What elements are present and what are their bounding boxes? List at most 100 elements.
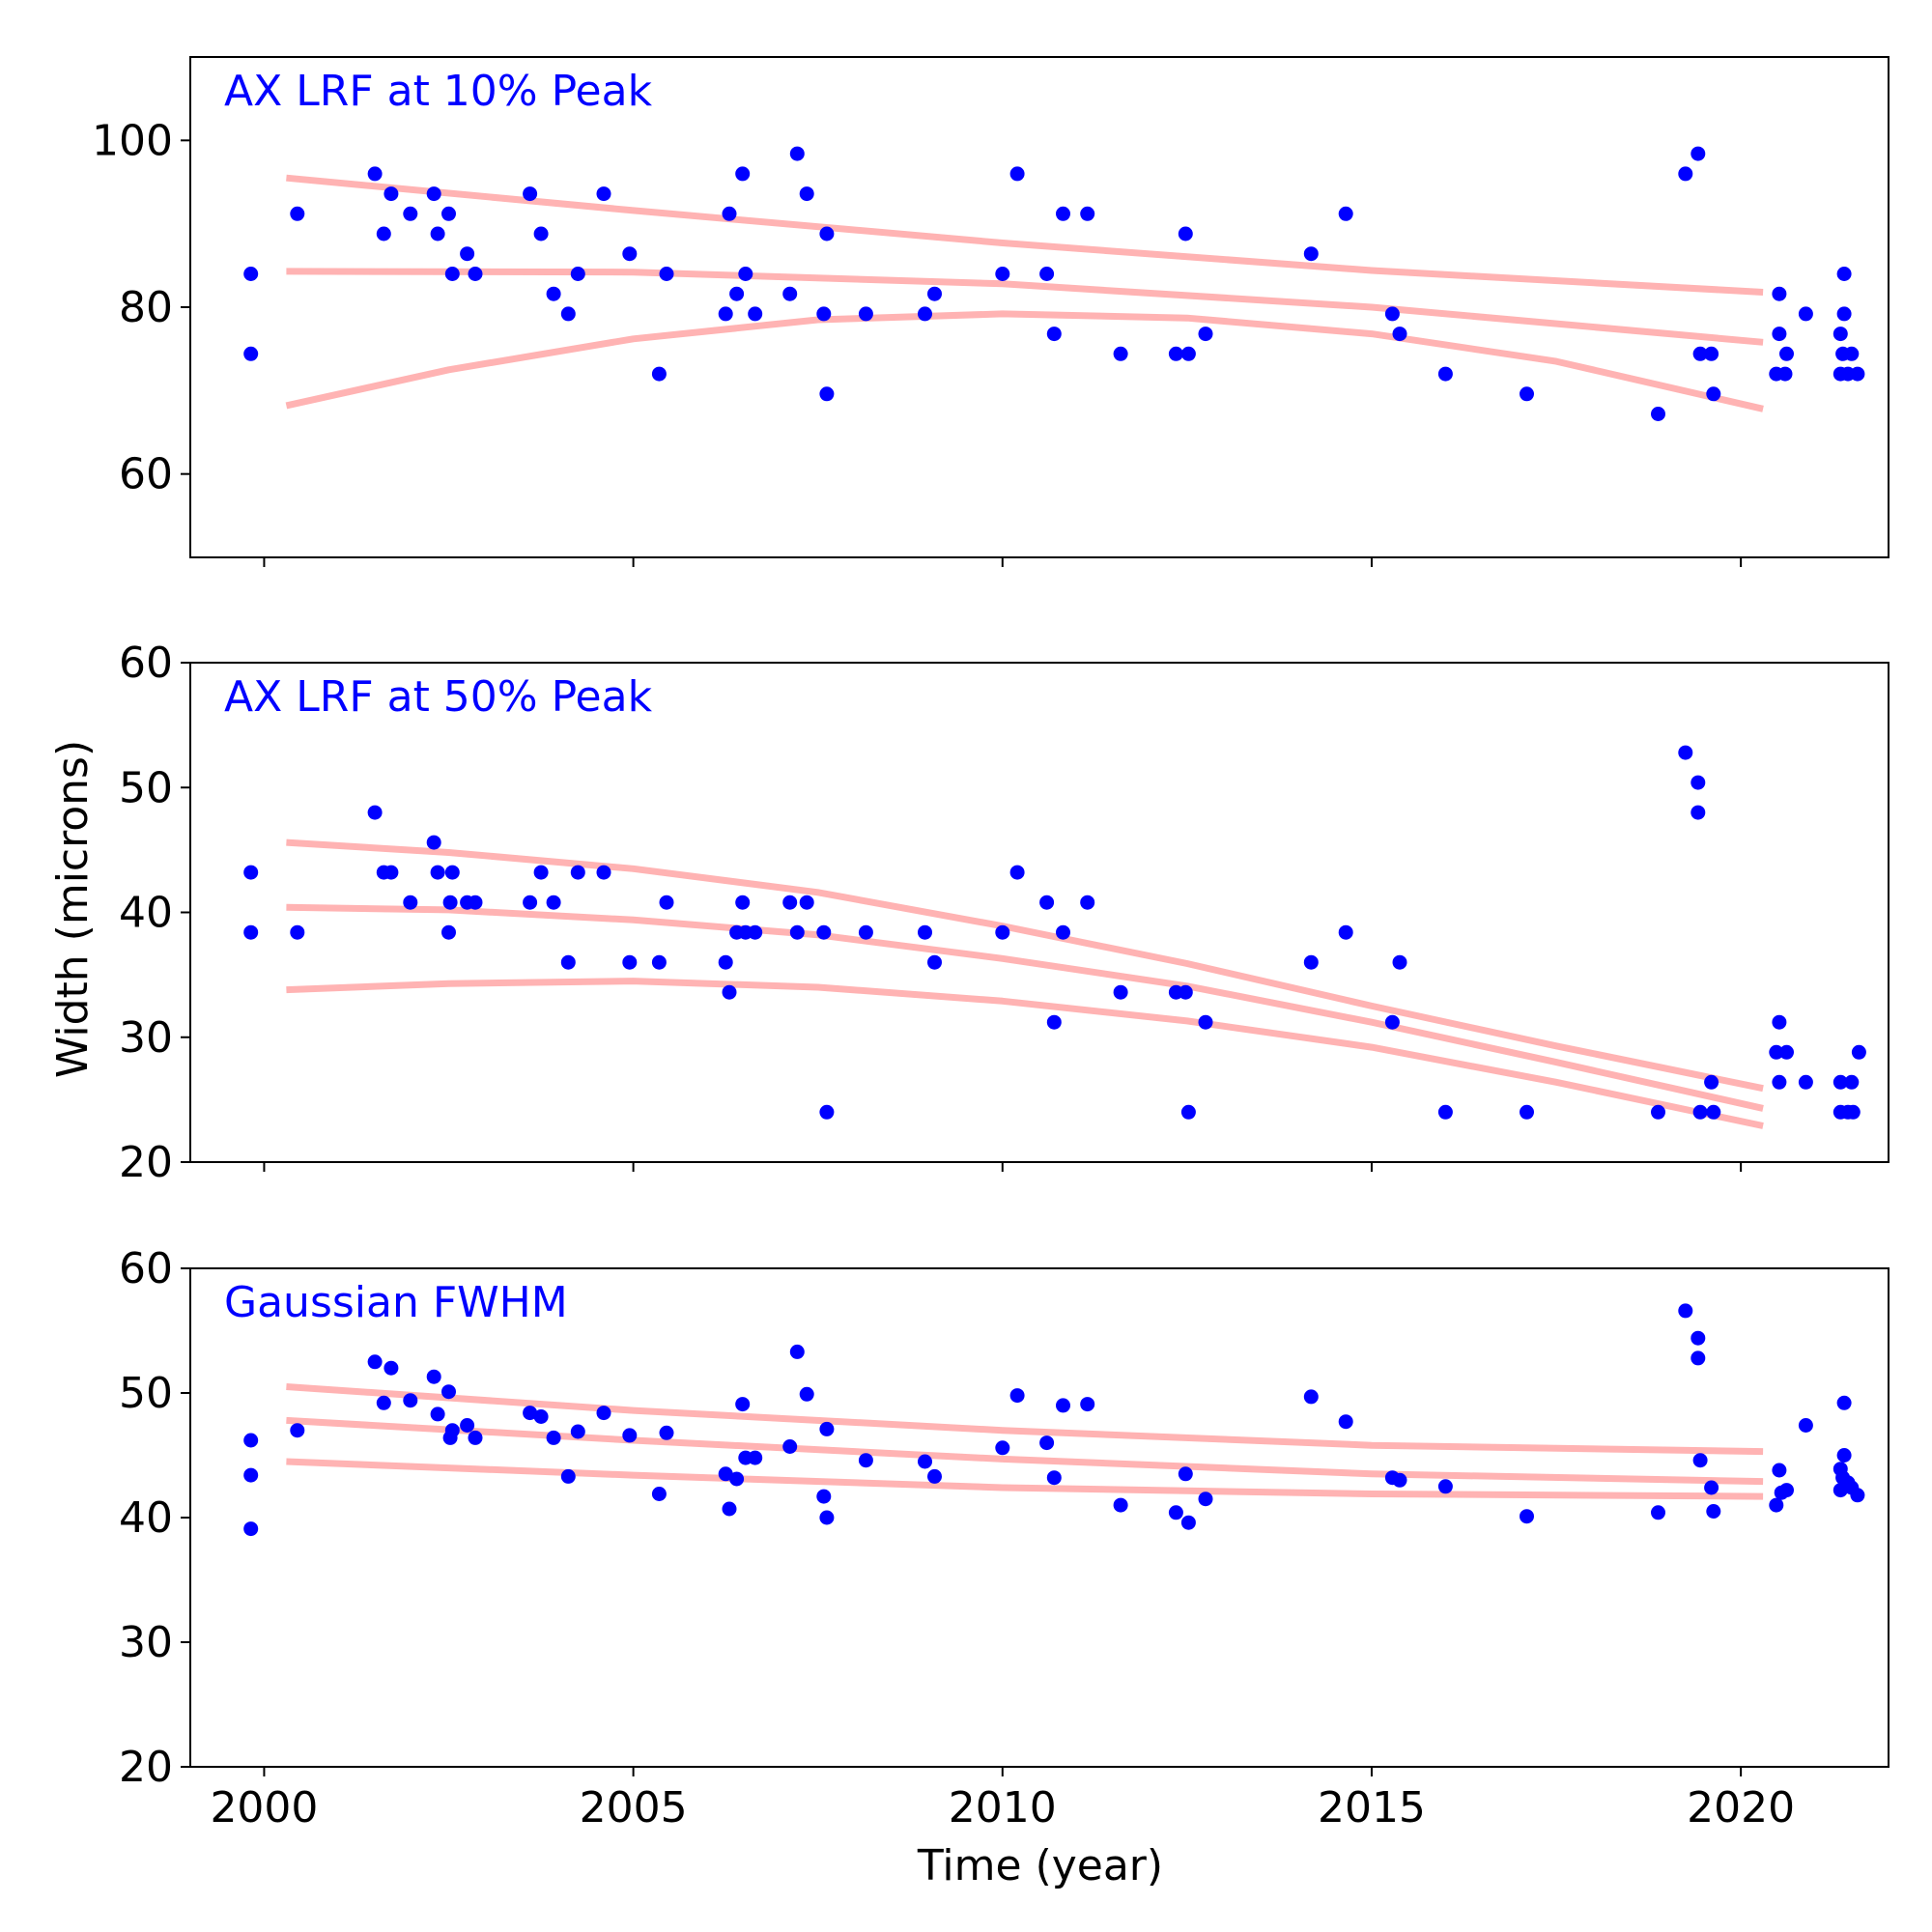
data-point	[1779, 1044, 1794, 1060]
y-tick-label: 80	[119, 283, 173, 332]
data-point	[927, 1468, 942, 1484]
y-tick-label: 20	[119, 1138, 173, 1187]
x-tick-label: 2010	[949, 1783, 1057, 1833]
fit-line-2	[286, 903, 1764, 1112]
data-point	[243, 346, 259, 361]
data-point	[1692, 1453, 1708, 1468]
data-point	[290, 206, 305, 221]
data-point	[659, 1425, 674, 1440]
data-point	[1198, 1014, 1213, 1030]
data-point	[430, 1406, 445, 1422]
data-point	[290, 1423, 305, 1438]
data-point	[748, 924, 763, 940]
data-point	[1039, 1435, 1055, 1451]
data-point	[1520, 386, 1534, 402]
data-point	[1844, 1074, 1860, 1090]
data-point	[722, 984, 737, 1000]
data-point	[384, 865, 399, 880]
y-tick-label: 20	[119, 1743, 173, 1792]
data-point	[426, 186, 441, 202]
data-point	[596, 186, 611, 202]
data-point	[622, 246, 638, 262]
data-point	[1851, 1044, 1866, 1060]
data-point	[1772, 1014, 1787, 1030]
data-point	[1178, 1466, 1193, 1482]
fit-line-1	[286, 1383, 1764, 1456]
data-point	[858, 1453, 873, 1468]
data-point	[570, 267, 585, 281]
data-point	[1850, 366, 1865, 382]
panels: 60 80 100 AX LRF at 10% Peak 20 30 40 50 60 AX LR…	[92, 56, 1889, 1833]
data-point	[748, 306, 763, 322]
data-point	[1836, 306, 1852, 322]
data-point	[816, 1489, 832, 1504]
data-point	[1769, 1497, 1784, 1513]
data-point	[1113, 346, 1128, 361]
data-point	[748, 1450, 763, 1465]
data-point	[376, 226, 391, 242]
data-point	[1836, 1395, 1852, 1410]
data-point	[1338, 206, 1353, 221]
data-point	[1833, 1074, 1848, 1090]
data-point	[426, 1369, 441, 1384]
y-tick-label: 50	[119, 1369, 173, 1418]
data-point	[460, 1418, 475, 1433]
y-tick-label: 40	[119, 889, 173, 938]
data-point	[1690, 1330, 1706, 1346]
data-point	[1678, 1303, 1693, 1319]
data-point	[1772, 1463, 1787, 1478]
y-tick-label: 60	[119, 450, 173, 499]
fit-line-2	[286, 1416, 1764, 1486]
panel-title: Gaussian FWHM	[224, 1278, 568, 1327]
y-axis-label: Width (microns)	[48, 740, 98, 1078]
data-point	[1303, 246, 1319, 262]
data-point	[403, 1393, 418, 1408]
data-point	[782, 286, 798, 301]
data-point	[1039, 895, 1055, 910]
data-point	[1338, 924, 1353, 940]
data-point	[1168, 346, 1183, 361]
data-point	[1168, 1505, 1183, 1520]
y-tick-label: 60	[119, 1244, 173, 1293]
data-point	[560, 1468, 576, 1484]
data-point	[858, 924, 873, 940]
data-point	[1520, 1104, 1534, 1120]
data-point	[1392, 327, 1407, 342]
data-point	[1384, 306, 1400, 322]
data-point	[1046, 1470, 1062, 1486]
data-point	[1392, 954, 1407, 970]
data-point	[918, 1454, 932, 1469]
data-point	[1704, 1480, 1719, 1495]
data-point	[1180, 1104, 1196, 1120]
data-point	[927, 954, 942, 970]
data-point	[441, 924, 456, 940]
data-point	[1690, 146, 1706, 161]
panel-title: AX LRF at 10% Peak	[224, 67, 653, 116]
data-point	[1303, 954, 1319, 970]
data-point	[523, 895, 538, 910]
data-point	[367, 1354, 383, 1370]
y-tick-label: 50	[119, 763, 173, 812]
data-point	[430, 226, 445, 242]
fit-line-1	[286, 174, 1764, 296]
data-point	[1850, 1488, 1865, 1503]
data-point	[1706, 386, 1721, 402]
data-point	[1692, 346, 1708, 361]
data-point	[243, 1433, 259, 1448]
data-point	[1651, 1104, 1665, 1120]
y-tick-label: 100	[92, 116, 173, 165]
data-point	[1704, 346, 1719, 361]
data-point	[570, 865, 585, 880]
data-point	[367, 805, 383, 820]
data-point	[444, 267, 460, 281]
data-point	[651, 366, 667, 382]
data-point	[1180, 346, 1196, 361]
data-point	[735, 1397, 751, 1412]
panel-3: 20 30 40 50 60 2000 2005 2010 2015 2020 Gaussian F…	[119, 1244, 1889, 1833]
data-point	[1706, 1104, 1721, 1120]
data-point	[546, 1430, 561, 1445]
x-axis-label: Time (year)	[917, 1841, 1163, 1890]
data-point	[1338, 1414, 1353, 1430]
data-point	[468, 267, 483, 281]
data-point	[1690, 775, 1706, 790]
